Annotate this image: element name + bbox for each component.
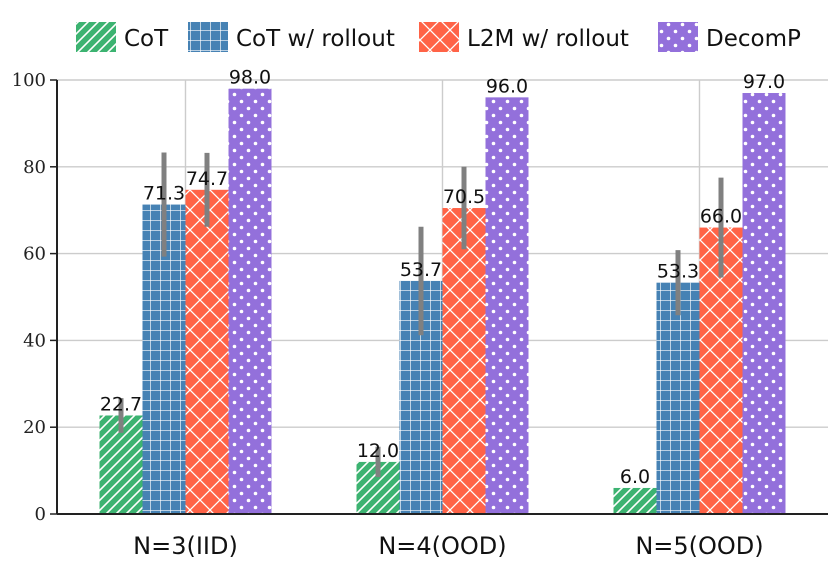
data-label-cot-w-rollout-n-4-ood: 53.7 xyxy=(400,259,442,281)
y-tick-label-20: 20 xyxy=(23,417,46,438)
data-label-l2m-w-rollout-n-4-ood: 70.5 xyxy=(443,186,485,208)
x-ticks: N=3(IID) N=4(OOD) N=5(OOD) xyxy=(133,532,764,560)
y-tick-label-80: 80 xyxy=(23,157,46,178)
y-tick-label-100: 100 xyxy=(12,70,46,91)
legend-label-cot-rollout: CoT w/ rollout xyxy=(236,26,395,52)
data-label-cot-n-3-iid: 22.7 xyxy=(100,393,142,415)
axes xyxy=(56,80,828,515)
legend-label-cot: CoT xyxy=(124,26,169,52)
y-tick-label-60: 60 xyxy=(23,244,46,265)
legend-item-cot-rollout: CoT w/ rollout xyxy=(188,22,395,52)
data-label-decomp-n-5-ood: 97.0 xyxy=(743,71,785,93)
data-label-l2m-w-rollout-n-5-ood: 66.0 xyxy=(700,206,742,228)
bar-pattern-l2m-w-rollout-n-3-iid xyxy=(185,189,229,514)
bar-pattern-decomp-n-3-iid xyxy=(228,88,272,515)
data-labels: 22.7 71.374.7 98.0 12.0 53.7 70.5 96.0 6.0 53.3 6… xyxy=(100,67,785,488)
legend-item-decomp: DecomP xyxy=(658,22,801,52)
bars xyxy=(99,88,786,515)
x-tick-label-n-5-ood: N=5(OOD) xyxy=(635,532,763,560)
data-label-cot-n-5-ood: 6.0 xyxy=(620,466,650,488)
bar-pattern-decomp-n-4-ood xyxy=(485,97,529,515)
data-label-cot-w-rollout-n-3-iid: 71.3 xyxy=(143,183,185,205)
bar-pattern-cot-w-rollout-n-5-ood xyxy=(656,282,700,514)
legend-item-cot: CoT xyxy=(76,22,169,52)
bar-pattern-l2m-w-rollout-n-4-ood xyxy=(442,208,486,514)
data-label-l2m-w-rollout-n-3-iid: 74.7 xyxy=(186,168,228,190)
data-label-cot-w-rollout-n-5-ood: 53.3 xyxy=(657,261,699,283)
x-tick-label-n-3-iid: N=3(IID) xyxy=(133,532,238,560)
legend-item-l2m-rollout: L2M w/ rollout xyxy=(419,22,629,52)
x-tick-label-n-4-ood: N=4(OOD) xyxy=(378,532,506,560)
legend: CoT CoT w/ rollout L2M w/ rollout DecomP xyxy=(76,22,801,52)
legend-label-decomp: DecomP xyxy=(706,26,801,52)
y-tick-label-0: 0 xyxy=(35,504,46,525)
bar-pattern-cot-n-5-ood xyxy=(613,487,657,514)
legend-swatch-decomp-pattern xyxy=(658,22,698,52)
data-label-cot-n-4-ood: 12.0 xyxy=(357,440,399,462)
legend-label-l2m-rollout: L2M w/ rollout xyxy=(467,26,629,52)
legend-swatch-l2m-rollout-pattern xyxy=(419,22,459,52)
error-bars xyxy=(118,152,724,478)
bar-pattern-decomp-n-5-ood xyxy=(742,93,786,515)
legend-swatch-cot-rollout-pattern xyxy=(188,22,228,52)
y-ticks: 0 20 40 60 80 100 xyxy=(12,70,57,525)
data-label-decomp-n-4-ood: 96.0 xyxy=(486,75,528,97)
legend-swatch-cot-pattern xyxy=(76,22,116,52)
y-tick-label-40: 40 xyxy=(23,330,46,351)
data-label-decomp-n-3-iid: 98.0 xyxy=(229,67,271,89)
